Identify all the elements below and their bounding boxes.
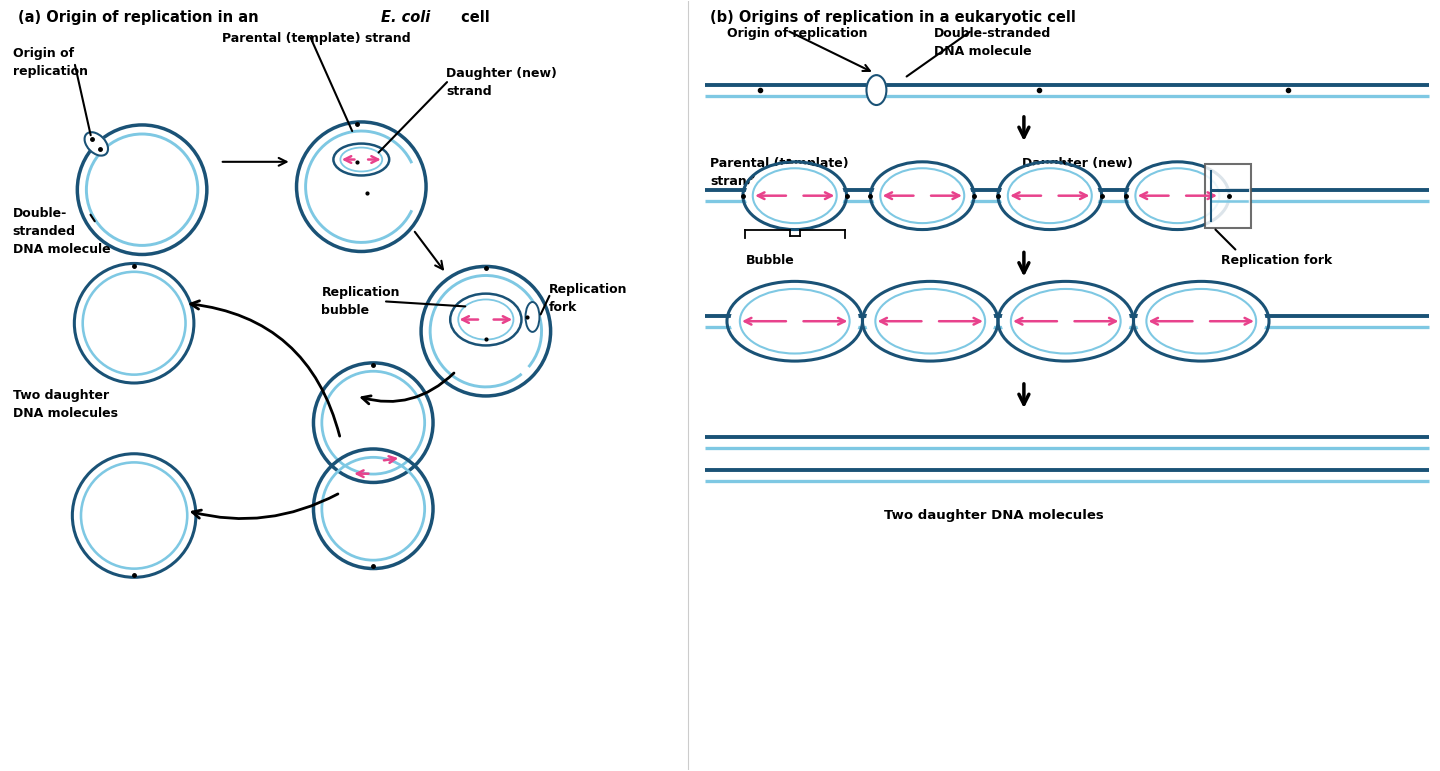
Text: Parental (template) strand: Parental (template) strand (222, 32, 410, 45)
Text: bubble: bubble (321, 305, 370, 318)
Ellipse shape (873, 163, 972, 228)
Text: Daughter (new): Daughter (new) (1022, 157, 1133, 170)
Ellipse shape (85, 132, 108, 156)
Ellipse shape (526, 302, 540, 332)
Text: (a) Origin of replication in an: (a) Origin of replication in an (17, 10, 264, 25)
FancyBboxPatch shape (1205, 163, 1251, 227)
Ellipse shape (1138, 284, 1266, 359)
Text: Origin of replication: Origin of replication (727, 27, 867, 40)
Text: Daughter (new): Daughter (new) (446, 67, 557, 80)
Text: E. coli: E. coli (382, 10, 431, 25)
Text: (b) Origins of replication in a eukaryotic cell: (b) Origins of replication in a eukaryot… (710, 10, 1076, 25)
Text: strand: strand (1022, 175, 1067, 188)
Text: strand: strand (710, 175, 756, 188)
Ellipse shape (730, 284, 860, 359)
Text: Origin of: Origin of (13, 47, 73, 60)
Text: Replication: Replication (549, 284, 626, 296)
Ellipse shape (867, 75, 887, 105)
Text: fork: fork (549, 301, 577, 315)
Text: replication: replication (13, 66, 88, 78)
Text: Two daughter: Two daughter (13, 389, 108, 402)
Ellipse shape (865, 284, 995, 359)
Ellipse shape (746, 163, 844, 228)
Text: Double-: Double- (13, 207, 66, 220)
Text: Double-stranded: Double-stranded (935, 27, 1051, 40)
Text: Replication: Replication (321, 286, 400, 299)
Text: Replication fork: Replication fork (1221, 254, 1332, 268)
Ellipse shape (1001, 163, 1099, 228)
Ellipse shape (1001, 284, 1130, 359)
Text: cell: cell (456, 10, 490, 25)
Text: Two daughter DNA molecules: Two daughter DNA molecules (884, 509, 1104, 521)
Text: Bubble: Bubble (746, 254, 795, 268)
Text: strand: strand (446, 85, 491, 98)
Ellipse shape (1128, 163, 1227, 228)
Text: Parental (template): Parental (template) (710, 157, 848, 170)
Text: stranded: stranded (13, 224, 75, 237)
Text: DNA molecule: DNA molecule (935, 45, 1032, 59)
Text: DNA molecule: DNA molecule (13, 243, 111, 255)
Text: DNA molecules: DNA molecules (13, 407, 118, 420)
